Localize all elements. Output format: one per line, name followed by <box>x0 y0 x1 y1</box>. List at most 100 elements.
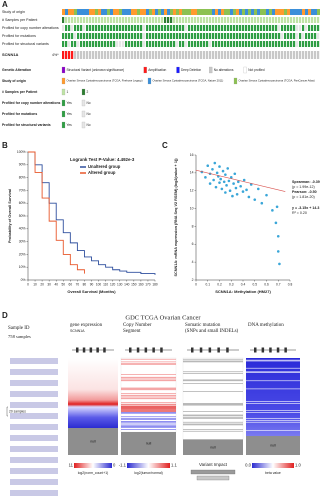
track-cell <box>158 9 161 15</box>
track-cell <box>137 33 140 39</box>
sample-block <box>10 435 58 441</box>
track-cell <box>242 9 245 15</box>
track-cell <box>251 33 254 39</box>
scale-unit: beta value <box>265 471 281 475</box>
track-cell <box>302 9 305 15</box>
track-cell <box>302 25 305 31</box>
track-cell <box>305 9 308 15</box>
legend-swatch <box>243 66 247 74</box>
point <box>247 195 251 199</box>
track-cell <box>62 25 65 31</box>
track-cell <box>65 41 68 47</box>
track-cell <box>209 41 212 47</box>
track-cell <box>266 17 269 23</box>
heat-row <box>246 380 300 382</box>
heat-row <box>121 429 176 430</box>
null-block <box>68 428 118 455</box>
track-cell <box>71 9 74 15</box>
legend-item: 2 <box>87 90 89 94</box>
track-cell <box>302 41 305 47</box>
track-cell <box>80 9 83 15</box>
point <box>211 167 214 171</box>
track-cell <box>134 41 137 47</box>
heat-row <box>121 418 176 419</box>
track-cell <box>179 9 182 15</box>
sample-block <box>10 380 58 386</box>
legend-title: Profiled for mutations <box>2 112 37 116</box>
track-cell <box>260 41 263 47</box>
stat-text: Spearman: -0.39 <box>292 180 320 184</box>
y-tick-label: 2 <box>192 278 194 282</box>
x-tick-label: 90 <box>90 282 94 286</box>
track-label: Profiled for mutations <box>2 34 36 38</box>
track-cell <box>212 25 215 31</box>
track-cell <box>206 9 209 15</box>
heat-row <box>121 411 176 412</box>
heat-row <box>183 414 243 416</box>
track-cell <box>203 41 206 47</box>
legend-item: Ovarian Serous Cystadenocarcinoma (TCGA,… <box>153 79 224 83</box>
track-cell <box>77 41 80 47</box>
track-cell <box>305 33 308 39</box>
track-cell <box>176 17 179 23</box>
track-cell <box>89 41 92 47</box>
track-cell <box>206 17 209 23</box>
track-cell <box>227 17 230 23</box>
track-cell <box>125 17 128 23</box>
track-cell <box>170 17 173 23</box>
track-cell <box>128 25 131 31</box>
track-cell <box>245 25 248 31</box>
gene-cell <box>230 51 233 59</box>
heat-row <box>121 426 176 427</box>
null-label: null <box>90 439 96 443</box>
track-cell <box>95 33 98 39</box>
heat-row <box>183 379 243 381</box>
track-cell <box>257 25 260 31</box>
exon <box>284 347 287 353</box>
y-tick-label: 14 <box>190 171 194 175</box>
track-cell <box>281 17 284 23</box>
point <box>213 161 217 165</box>
track-cell <box>182 33 185 39</box>
y-tick-label: 80% <box>19 175 26 179</box>
y-tick-label: 16 <box>190 153 194 157</box>
y-tick-label: 8 <box>192 224 194 228</box>
track-cell <box>242 41 245 47</box>
track-cell <box>296 17 299 23</box>
legend-title: Profiled for copy number alterations <box>2 101 61 105</box>
gene-cell <box>227 51 230 59</box>
track-cell <box>296 33 299 39</box>
gene-cell <box>140 51 143 59</box>
track-cell <box>242 17 245 23</box>
track-cell <box>266 41 269 47</box>
track-cell <box>95 17 98 23</box>
stat-text: y = -3.15x + 14.3 <box>292 206 319 210</box>
track-cell <box>71 33 74 39</box>
x-tick-label: 110 <box>103 282 108 286</box>
heat-row <box>183 358 243 360</box>
gene-cell <box>146 51 149 59</box>
point <box>226 167 230 170</box>
track-cell <box>236 9 239 15</box>
track-cell <box>311 33 314 39</box>
amplification <box>65 51 68 59</box>
track-cell <box>92 41 95 47</box>
exon <box>191 347 194 353</box>
track-cell <box>74 25 77 31</box>
sample-block <box>10 391 58 397</box>
track-cell <box>125 25 128 31</box>
track-cell <box>149 25 152 31</box>
gene-cell <box>110 51 113 59</box>
track-cell <box>245 33 248 39</box>
gene-cell <box>308 51 311 59</box>
legend-item: Yes <box>67 101 73 105</box>
track-cell <box>284 41 287 47</box>
track-cell <box>317 41 320 47</box>
track-cell <box>296 41 299 47</box>
heat-row <box>246 388 300 390</box>
track-cell <box>212 9 215 15</box>
track-cell <box>98 33 101 39</box>
gene-cell <box>188 51 191 59</box>
trend-line <box>195 169 286 192</box>
heat-row <box>121 379 176 381</box>
